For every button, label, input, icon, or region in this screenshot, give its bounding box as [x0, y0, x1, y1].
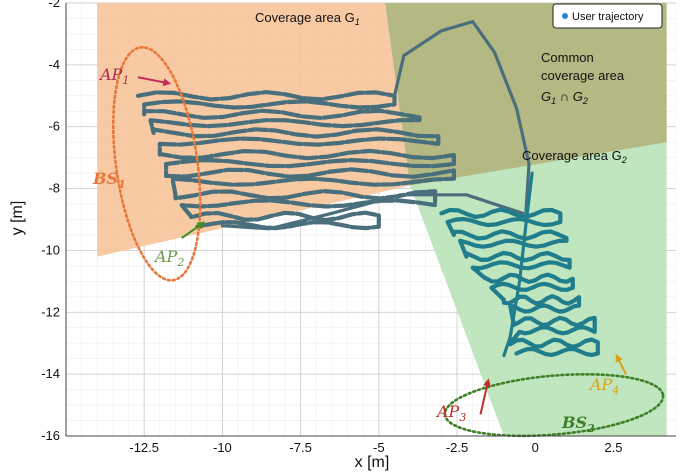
x-tick-label: -2.5	[446, 440, 468, 455]
y-tick-label: -10	[41, 242, 60, 257]
coverage-g1-label: Coverage area G1	[255, 10, 360, 27]
bs1-label: BS1	[92, 169, 126, 191]
ap4-arrow	[615, 353, 627, 375]
x-tick-label: -10	[213, 440, 232, 455]
x-tick-label: 2.5	[604, 440, 622, 455]
common-coverage-line1: Common	[541, 50, 594, 65]
x-tick-label: -5	[373, 440, 385, 455]
axes: -12.5 -10 -7.5 -5 -2.5 0 2.5 -2 -4 -6 -8 -10 -12 -14 -…	[41, 0, 676, 455]
legend-box	[552, 3, 663, 29]
user-trajectory	[135, 20, 600, 358]
x-tick-label: -12.5	[129, 440, 159, 455]
trajectory-g2-laps	[439, 207, 600, 357]
ap4-label: AP4	[588, 375, 619, 397]
common-coverage-area	[385, 3, 667, 186]
x-axis-label: x [m]	[355, 454, 390, 471]
coverage-g2-label: Coverage area G2	[522, 148, 627, 165]
ap2-arrow	[181, 221, 206, 239]
y-axis-label: y [m]	[9, 201, 26, 236]
ap3-arrow	[479, 378, 491, 415]
y-tick-label: -4	[48, 57, 60, 72]
base-station-ellipses	[111, 46, 665, 438]
y-tick-label: -6	[48, 119, 60, 134]
y-tick-label: -12	[41, 304, 60, 319]
y-tick-label: -14	[41, 366, 60, 381]
access-point-arrows	[137, 76, 627, 415]
y-tick-label: -2	[48, 0, 60, 10]
x-tick-label: 0	[532, 440, 539, 455]
ap1-arrow	[137, 76, 172, 87]
y-tick-label: -8	[48, 181, 60, 196]
ap3-label: AP3	[435, 402, 466, 424]
x-tick-label: -7.5	[289, 440, 311, 455]
trajectory-g1-return	[392, 20, 531, 215]
y-tick-label: -16	[41, 428, 60, 443]
legend-entry: User trajectory	[572, 11, 644, 23]
ap2-label: AP2	[153, 247, 184, 269]
trajectory-g2-spine	[502, 171, 534, 358]
ap1-label: AP1	[98, 65, 129, 87]
trajectory-g1-bottom	[220, 193, 525, 231]
bs2-label: BS2	[561, 413, 595, 435]
trajectory-g1-laps	[135, 90, 456, 231]
legend: User trajectory	[552, 3, 663, 29]
common-coverage-line2: coverage area	[541, 68, 625, 83]
legend-dot	[562, 13, 568, 19]
bs1-ellipse	[111, 46, 202, 282]
bs2-ellipse	[443, 372, 665, 438]
common-coverage-line3: G1 ∩ G2	[541, 89, 588, 106]
